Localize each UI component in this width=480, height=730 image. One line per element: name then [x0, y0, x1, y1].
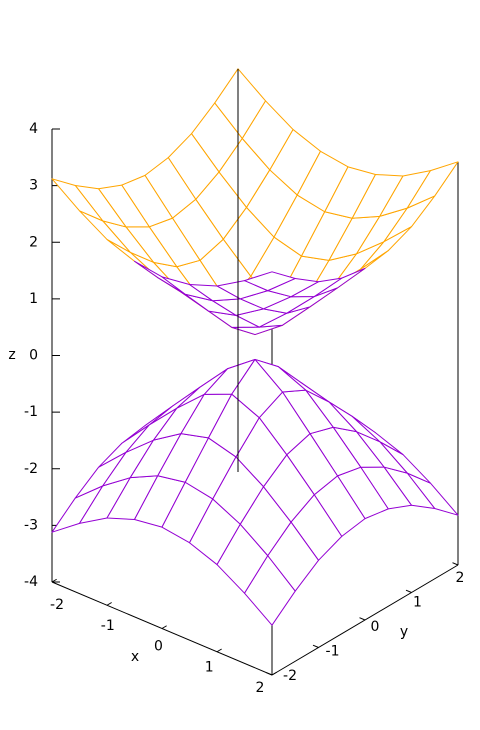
z-axis-label: z — [8, 347, 15, 363]
z-tick-label: -2 — [24, 461, 38, 477]
y-tick-label: -2 — [283, 668, 297, 684]
x-tick — [161, 625, 167, 629]
z-tick-label: 4 — [29, 121, 38, 137]
y-axis-label: y — [400, 624, 408, 640]
x-tick-label: 2 — [256, 680, 265, 696]
x-axis-label: x — [131, 649, 139, 665]
x-tick — [216, 648, 222, 653]
y-tick-label: -1 — [326, 644, 340, 660]
y-tick — [359, 617, 366, 621]
z-tick-label: 0 — [29, 348, 38, 364]
z-tick-label: -1 — [24, 404, 38, 420]
surface-cell — [406, 161, 459, 209]
x-tick-label: 1 — [205, 659, 214, 675]
surface-cell — [51, 178, 104, 222]
y-tick-label: 0 — [371, 619, 380, 635]
x-tick — [51, 578, 57, 583]
z-tick-label: 2 — [29, 234, 38, 250]
y-tick — [405, 589, 412, 593]
y-tick — [266, 672, 273, 676]
y-tick-label: 1 — [413, 595, 422, 611]
z-tick-label: 1 — [29, 291, 38, 307]
x-tick-label: -2 — [50, 597, 64, 613]
surface-cell — [231, 358, 283, 419]
y-tick — [452, 562, 459, 566]
y-tick — [312, 644, 319, 648]
z-tick-label: 3 — [29, 178, 38, 194]
surface-cell — [244, 271, 296, 292]
x-tick — [106, 602, 112, 606]
z-tick-label: -3 — [24, 517, 38, 533]
x-tick-label: -1 — [101, 618, 115, 634]
x-tick — [271, 671, 277, 676]
surface-cell — [214, 68, 266, 139]
x-tick-label: 0 — [154, 639, 163, 655]
z-tick-label: -4 — [24, 574, 38, 590]
y-tick-label: 2 — [456, 570, 465, 586]
